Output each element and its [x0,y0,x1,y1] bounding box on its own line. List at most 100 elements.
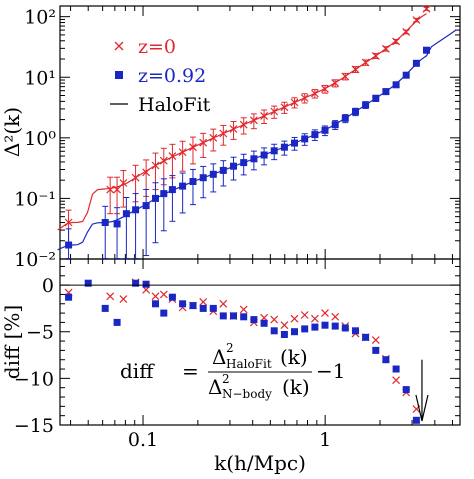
y-tick-label: 10⁰ [24,128,56,150]
point-z0 [321,85,329,93]
formula-den-sub: N−body [222,387,272,401]
errorbar-z092 [200,165,207,199]
y-tick-label: 10⁻¹ [14,188,56,210]
diff-point-z0 [290,314,299,323]
top-y-axis-label: Δ²(k) [0,107,24,157]
diff-formula: diff = Δ 2 HaloFit (k) Δ 2 N−body (k) −1 [120,341,345,401]
point-z092 [311,131,319,139]
point-z0 [106,185,115,194]
diff-point-z0 [159,290,168,299]
point-z092 [412,59,420,67]
errorbar-z092 [152,182,159,244]
point-z092 [65,241,73,249]
diff-point-z092 [382,356,390,364]
point-z0 [131,173,140,182]
point-z092 [122,210,130,218]
point-z092 [142,202,150,210]
bottom-panel-frame [59,258,461,426]
point-z092 [372,94,380,102]
diff-point-z0 [106,292,115,301]
point-z0 [371,51,380,60]
y-tick-label: 10¹ [24,67,56,89]
formula-num-sup: 2 [226,341,234,355]
formula-den-arg: (k) [282,375,310,399]
point-z0 [280,103,289,112]
legend-marker-z092 [115,71,123,79]
diff-point-z092 [160,309,168,317]
formula-num-arg: (k) [280,345,308,369]
errorbar-z0 [250,113,257,130]
x-axis-label: k(h/Mpc) [214,451,306,475]
diff-point-z092 [199,304,207,312]
point-z092 [240,159,248,167]
diff-point-z092 [84,279,92,287]
errorbar-z092 [143,188,150,257]
y-tick-label: 0 [42,275,54,297]
point-z092 [382,88,390,96]
diff-point-z092 [362,333,370,341]
errorbar-z0 [120,170,127,208]
diff-point-z092 [152,300,159,308]
diff-point-z0 [119,295,128,304]
point-z0 [341,72,350,81]
point-z092 [423,46,430,54]
diff-point-z092 [142,280,150,288]
errorbar-z092 [160,178,167,232]
point-z092 [321,126,329,134]
point-z092 [219,166,227,174]
formula-num-sub: HaloFit [226,357,272,371]
point-z0 [229,125,238,133]
diff-point-z0 [239,305,248,314]
point-z092 [101,219,109,226]
errorbar-z092 [179,172,186,214]
diff-point-z0 [371,336,380,345]
point-z092 [352,108,359,116]
diff-point-z092 [260,319,268,327]
point-z092 [168,186,176,194]
errorbar-z092 [132,193,139,259]
diff-point-z092 [168,293,176,301]
point-z0 [113,185,122,194]
y-tick-label: −10 [14,368,54,390]
errorbar-z0 [200,132,207,158]
diff-point-z092 [402,386,410,394]
diff-point-z092 [132,279,140,287]
legend: z=0 z=0.92 HaloFit [110,36,211,116]
formula-minus-one: −1 [316,359,345,383]
errorbar-z0 [261,109,268,124]
point-z092 [230,162,237,170]
diff-point-z092 [230,312,237,320]
errorbar-z092 [189,168,196,206]
point-z092 [392,81,400,89]
diff-point-z0 [270,315,279,324]
y-tick-label: 10⁻² [14,249,56,271]
diff-point-z092 [331,322,339,330]
point-z0 [270,107,279,116]
point-z0 [189,143,197,152]
diff-point-z092 [101,304,109,312]
point-z0 [219,129,228,138]
y-tick-label: 10² [24,7,56,29]
diff-point-z092 [321,321,329,329]
errorbar-z092 [210,163,217,193]
point-z0 [119,179,128,187]
diff-point-z092 [341,324,349,332]
diff-point-z092 [209,304,217,312]
point-z0 [392,37,401,46]
point-z092 [189,178,197,185]
point-z0 [290,98,299,107]
point-z092 [260,151,268,159]
x-tick-label: 0.1 [128,429,158,451]
errorbar-z092 [169,175,176,222]
errorbar-z0 [210,128,217,152]
point-z092 [301,135,309,143]
y-tick-label: −15 [14,415,54,437]
point-z0 [402,27,411,36]
formula-num-delta: Δ [212,345,226,369]
diff-point-z092 [189,302,197,310]
diff-point-z0 [331,312,340,321]
formula-equals: = [182,359,199,383]
errorbar-z0 [230,121,237,140]
point-z0 [151,161,160,170]
errorbar-z0 [240,117,247,135]
